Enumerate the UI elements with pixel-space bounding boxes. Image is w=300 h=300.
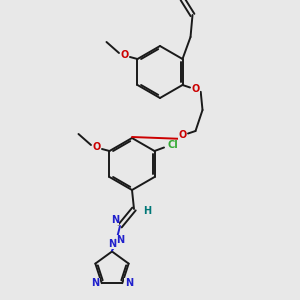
Text: O: O bbox=[178, 130, 187, 140]
Text: N: N bbox=[108, 239, 116, 249]
Text: O: O bbox=[92, 142, 101, 152]
Text: O: O bbox=[191, 84, 200, 94]
Text: N: N bbox=[111, 215, 119, 225]
Text: N: N bbox=[91, 278, 99, 288]
Text: Cl: Cl bbox=[167, 140, 178, 150]
Text: N: N bbox=[125, 278, 133, 288]
Text: O: O bbox=[120, 50, 129, 60]
Text: H: H bbox=[143, 206, 151, 216]
Text: N: N bbox=[116, 235, 124, 245]
